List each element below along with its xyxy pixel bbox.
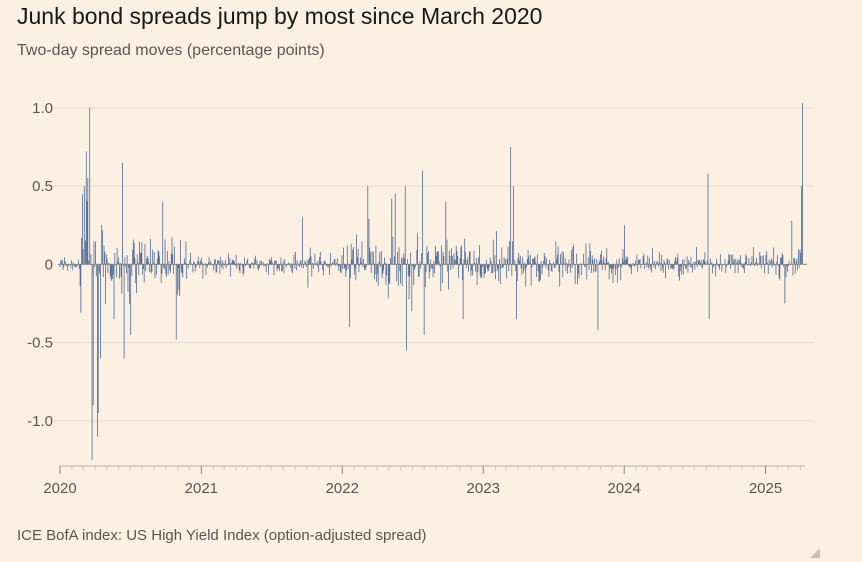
chart-subtitle: Two-day spread moves (percentage points) bbox=[17, 42, 325, 59]
x-tick-label: 2023 bbox=[467, 480, 500, 497]
y-axis-labels: 1.0 0.5 0 -0.5 -1.0 bbox=[27, 100, 53, 430]
x-tick-label: 2020 bbox=[43, 480, 76, 497]
spread-bar-chart: 1.0 0.5 0 -0.5 -1.0 2020 2021 2022 2023 2024 2025 bbox=[27, 100, 815, 497]
x-tick-label: 2024 bbox=[608, 480, 641, 497]
resize-corner-icon bbox=[810, 548, 820, 558]
source-note: ICE BofA index: US High Yield Index (opt… bbox=[17, 527, 427, 544]
bars bbox=[59, 103, 804, 460]
y-tick-label: 0 bbox=[45, 256, 53, 273]
x-tick-label: 2022 bbox=[326, 480, 359, 497]
x-axis: 2020 2021 2022 2023 2024 2025 bbox=[43, 465, 805, 497]
y-tick-label: -1.0 bbox=[27, 413, 53, 430]
y-tick-label: 1.0 bbox=[32, 100, 53, 117]
gridlines bbox=[52, 107, 815, 422]
y-tick-label: -0.5 bbox=[27, 335, 53, 352]
y-tick-label: 0.5 bbox=[32, 178, 53, 195]
chart-title: Junk bond spreads jump by most since Mar… bbox=[17, 3, 543, 29]
x-tick-label: 2021 bbox=[185, 480, 218, 497]
x-tick-label: 2025 bbox=[749, 480, 782, 497]
